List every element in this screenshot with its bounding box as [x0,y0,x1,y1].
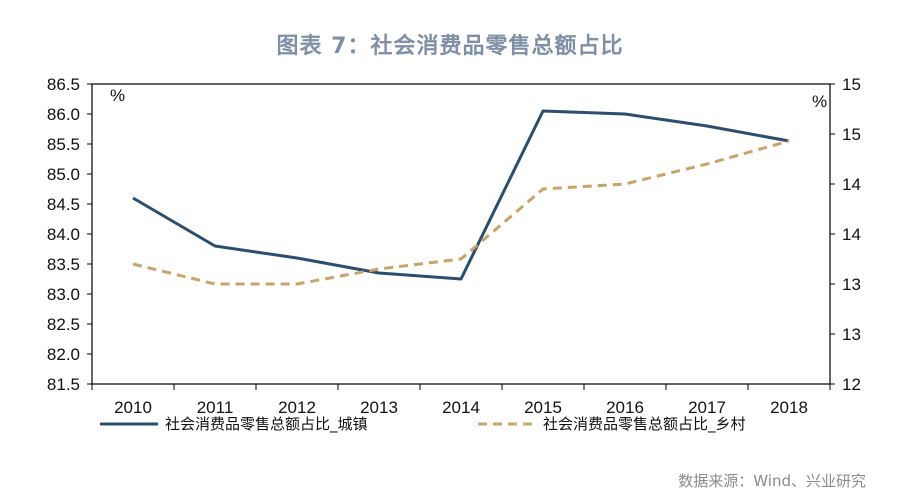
legend-label-rural: 社会消费品零售总额占比_乡村 [543,415,746,434]
left-tick-label: 86.0 [47,105,80,124]
x-tick-label: 2010 [114,398,152,417]
x-tick-label: 2011 [197,398,234,417]
series-line-rural [132,139,790,286]
right-tick-label: 14 [842,175,861,194]
left-unit-label: % [110,86,125,105]
x-tick-label: 2018 [770,398,808,417]
left-tick-label: 83.5 [47,255,80,274]
right-tick-label: 13 [842,325,861,344]
left-tick-label: 83.0 [47,285,80,304]
left-tick-label: 86.5 [47,75,80,94]
left-tick-label: 84.5 [47,195,80,214]
right-tick-label: 14 [842,225,861,244]
right-y-axis: 12 13 13 14 14 15 15% [812,75,861,394]
x-tick-label: 2015 [524,398,562,417]
right-tick-label: 12 [842,375,861,394]
x-tick-label: 2017 [688,398,726,417]
right-tick-label: 15 [842,75,861,94]
x-tick-label: 2014 [442,398,480,417]
legend-label-urban: 社会消费品零售总额占比_城镇 [165,415,368,434]
series-layer [132,109,790,286]
left-y-axis: 81.5 82.0 82.5 83.0 83.5 84.0 84.5 85.0 85.5 86.0… [47,75,125,394]
right-unit-label: % [812,92,827,111]
x-tick-label: 2012 [278,398,316,417]
chart-title: 图表 7：社会消费品零售总额占比 [276,34,624,59]
legend: 社会消费品零售总额占比_城镇 社会消费品零售总额占比_乡村 [100,415,746,434]
left-tick-label: 84.0 [47,225,80,244]
x-tick-label: 2016 [606,398,644,417]
left-tick-label: 81.5 [47,375,80,394]
right-tick-label: 15 [842,125,861,144]
right-tick-label: 13 [842,275,861,294]
left-tick-label: 85.0 [47,165,80,184]
source-note: 数据来源：Wind、兴业研究 [678,472,866,490]
x-tick-label: 2013 [360,398,398,417]
left-tick-label: 82.5 [47,315,80,334]
left-tick-label: 85.5 [47,135,80,154]
left-tick-label: 82.0 [47,345,80,364]
series-line-urban [132,109,790,281]
x-axis: 2010 2011 2012 2013 2014 2015 2016 2017 2018 [91,384,831,417]
